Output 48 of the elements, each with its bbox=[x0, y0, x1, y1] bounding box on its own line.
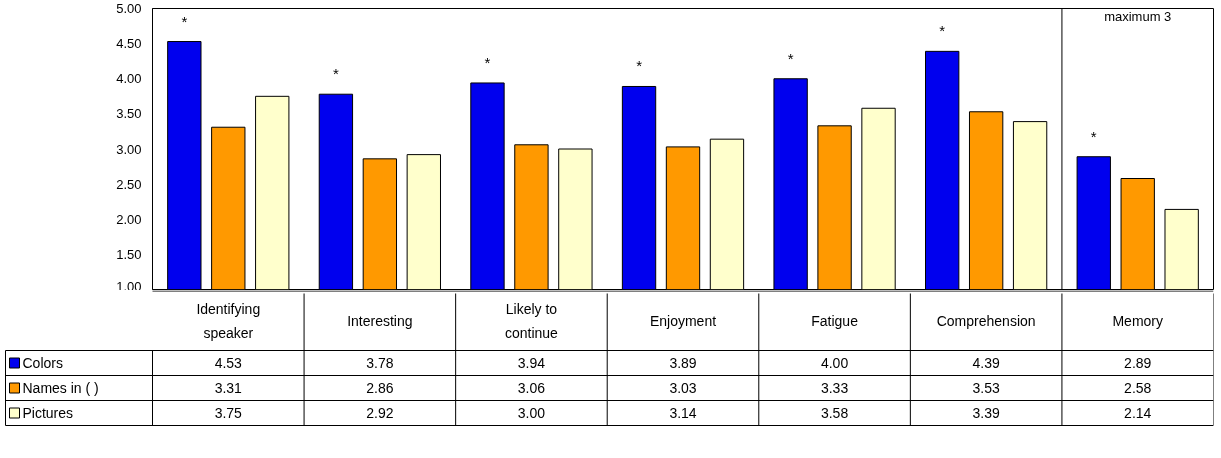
y-tick-label: 4.50 bbox=[116, 36, 142, 52]
x-tick-label: Fatigue bbox=[811, 312, 859, 329]
x-tick-label: Memory bbox=[1112, 312, 1163, 329]
annotation: maximum 3 bbox=[1104, 8, 1172, 24]
data-label: 3.39 bbox=[972, 405, 1000, 421]
data-label: 3.94 bbox=[517, 355, 546, 371]
data-label: 3.89 bbox=[669, 355, 697, 371]
data-label: 2.58 bbox=[1124, 380, 1152, 396]
data-label: 3.78 bbox=[366, 355, 394, 371]
y-tick-label: 2.00 bbox=[116, 211, 142, 227]
legend-label: Colors bbox=[22, 355, 63, 371]
y-tick-label: 4.00 bbox=[116, 71, 142, 87]
data-label: 3.31 bbox=[214, 380, 243, 396]
data-label: 4.39 bbox=[972, 355, 1000, 371]
data-label: 3.33 bbox=[820, 380, 849, 396]
data-label: 2.92 bbox=[366, 405, 394, 421]
x-tick-label: Likely to continue bbox=[504, 300, 559, 341]
data-label: 2.89 bbox=[1124, 355, 1152, 371]
x-tick-label: Enjoyment bbox=[649, 312, 717, 329]
x-tick-label: Identifying speaker bbox=[196, 300, 261, 341]
annotation: * bbox=[484, 53, 491, 71]
data-label: 2.86 bbox=[366, 380, 394, 396]
legend-label: Pictures bbox=[22, 405, 74, 421]
data-label: 3.58 bbox=[820, 405, 849, 421]
data-label: 3.75 bbox=[214, 405, 243, 421]
annotation: * bbox=[787, 49, 794, 67]
data-label: 3.03 bbox=[669, 380, 697, 396]
y-tick-label: 1.50 bbox=[116, 246, 142, 262]
data-label: 4.00 bbox=[820, 355, 849, 371]
annotation: * bbox=[1090, 127, 1097, 145]
legend-label: Names in ( ) bbox=[22, 380, 99, 396]
y-tick-label: 1.00 bbox=[116, 278, 142, 294]
data-label: 3.00 bbox=[517, 405, 546, 421]
annotation: * bbox=[332, 65, 339, 83]
y-tick-label: 3.50 bbox=[116, 106, 142, 122]
data-label: 2.14 bbox=[1124, 405, 1152, 421]
annotation: * bbox=[181, 12, 188, 30]
y-tick-label: 3.00 bbox=[116, 141, 142, 157]
data-label: 3.14 bbox=[669, 405, 697, 421]
data-label: 3.06 bbox=[517, 380, 546, 396]
x-tick-label: Comprehension bbox=[936, 312, 1036, 329]
data-label: 3.53 bbox=[972, 380, 1000, 396]
x-tick-label: Interesting bbox=[347, 312, 413, 329]
annotation: * bbox=[939, 22, 946, 40]
y-tick-label: 2.50 bbox=[116, 176, 142, 192]
y-tick-label: 5.00 bbox=[116, 1, 142, 16]
data-label: 4.53 bbox=[214, 355, 243, 371]
annotation: * bbox=[636, 57, 643, 75]
